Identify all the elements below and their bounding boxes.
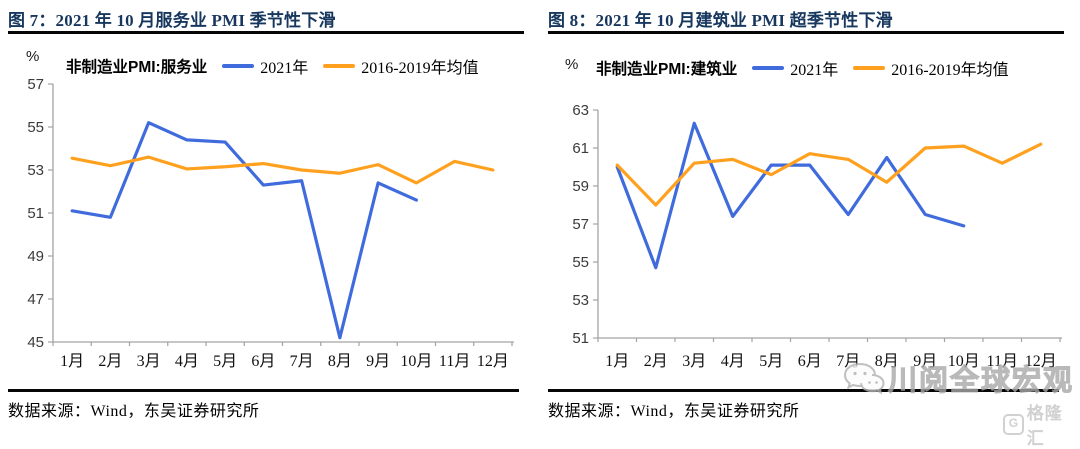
y-axis-label: 59 — [572, 178, 589, 195]
x-axis-label: 4月 — [175, 353, 199, 370]
series-line-2021年 — [615, 121, 966, 270]
x-axis-label: 10月 — [400, 353, 432, 370]
legend-line-swatch-blue — [222, 64, 255, 68]
y-axis-label: 51 — [572, 330, 589, 347]
x-axis-label: 2月 — [98, 353, 122, 370]
x-axis-label: 1月 — [605, 353, 629, 370]
x-axis-label: 7月 — [836, 353, 860, 370]
legend-series-title: 非制造业PMI:服务业 — [66, 59, 208, 76]
x-axis-label: 12月 — [477, 353, 509, 370]
legend-series-title: 非制造业PMI:建筑业 — [596, 61, 738, 78]
x-axis-label: 2月 — [644, 353, 668, 370]
construction-pmi-line-chart: 63 61 59 57 55 53 51 1月 2月 3月 4月 5月 6月 7月 8月 9月 10月 11月 12… — [572, 102, 1062, 370]
series-line-2021年 — [70, 121, 418, 340]
x-axis-label: 12月 — [1025, 353, 1057, 370]
y-axis-unit: % — [26, 48, 40, 65]
x-axis-label: 8月 — [328, 353, 352, 370]
y-axis-label: 57 — [27, 76, 44, 93]
y-axis-label: 55 — [572, 254, 589, 271]
legend-line-swatch-orange — [323, 64, 356, 68]
title-divider — [548, 31, 1064, 34]
x-axis-label: 5月 — [759, 353, 783, 370]
legend-label: 2021年 — [260, 60, 309, 77]
legend-line-swatch-orange — [853, 66, 886, 70]
x-axis-label: 9月 — [366, 353, 390, 370]
y-axis-label: 63 — [572, 102, 589, 119]
figure-title: 图 7：2021 年 10 月服务业 PMI 季节性下滑 — [8, 11, 336, 30]
chart-panel-services: 图 7：2021 年 10 月服务业 PMI 季节性下滑 57 55 53 51 49 4… — [0, 0, 540, 427]
legend-item-2021: 2021年 — [752, 56, 838, 80]
x-axis-label: 11月 — [439, 353, 470, 370]
y-axis-label: 53 — [572, 292, 589, 309]
x-axis-label: 3月 — [682, 353, 706, 370]
chart-legend: 非制造业PMI:建筑业 2021年 2016-2019年均值 — [596, 56, 1009, 80]
x-axis-label: 10月 — [948, 353, 980, 370]
x-axis-label: 6月 — [251, 353, 275, 370]
data-source: 数据来源：Wind，东吴证券研究所 — [548, 403, 800, 420]
figure-title: 图 8：2021 年 10 月建筑业 PMI 超季节性下滑 — [548, 11, 893, 30]
x-axis-label: 8月 — [875, 353, 899, 370]
y-axis-label: 55 — [27, 119, 44, 136]
y-axis-label: 51 — [27, 205, 44, 222]
series-line-2016-2019年均值 — [70, 155, 495, 185]
legend-item-2021: 2021年 — [222, 54, 308, 78]
x-axis-label: 1月 — [60, 353, 84, 370]
y-axis-label: 49 — [27, 248, 44, 265]
legend-line-swatch-blue — [752, 66, 785, 70]
x-axis-label: 3月 — [137, 353, 161, 370]
axis-lines — [52, 84, 514, 343]
data-source: 数据来源：Wind，东吴证券研究所 — [8, 403, 260, 420]
legend-label: 2016-2019年均值 — [361, 60, 479, 77]
title-divider — [8, 31, 524, 34]
y-axis-label: 57 — [572, 216, 589, 233]
y-axis-label: 45 — [27, 334, 44, 351]
y-axis-label: 47 — [27, 291, 44, 308]
source-divider — [548, 389, 1059, 392]
series-line-2016-2019年均值 — [615, 142, 1043, 207]
x-axis-label: 6月 — [798, 353, 822, 370]
legend-label: 2016-2019年均值 — [891, 62, 1009, 79]
x-axis-label: 7月 — [290, 353, 314, 370]
chart-legend: 非制造业PMI:服务业 2021年 2016-2019年均值 — [66, 54, 479, 78]
services-pmi-line-chart: 57 55 53 51 49 47 45 1月 2月 3月 4月 5月 6月 7月 8月 9月 10月 11月 12… — [27, 76, 514, 370]
x-axis-label: 9月 — [913, 353, 937, 370]
x-axis-label: 11月 — [987, 353, 1018, 370]
chart-panel-construction: 图 8：2021 年 10 月建筑业 PMI 超季节性下滑 63 61 59 57 55… — [540, 0, 1080, 427]
legend-item-avg: 2016-2019年均值 — [853, 56, 1009, 80]
x-axis-label: 4月 — [721, 353, 745, 370]
y-axis-label: 61 — [572, 140, 589, 157]
x-axis-label: 5月 — [213, 353, 237, 370]
y-axis-unit: % — [565, 56, 579, 73]
legend-item-avg: 2016-2019年均值 — [323, 54, 479, 78]
y-axis-label: 53 — [27, 162, 44, 179]
source-divider — [8, 389, 519, 392]
legend-label: 2021年 — [790, 62, 839, 79]
